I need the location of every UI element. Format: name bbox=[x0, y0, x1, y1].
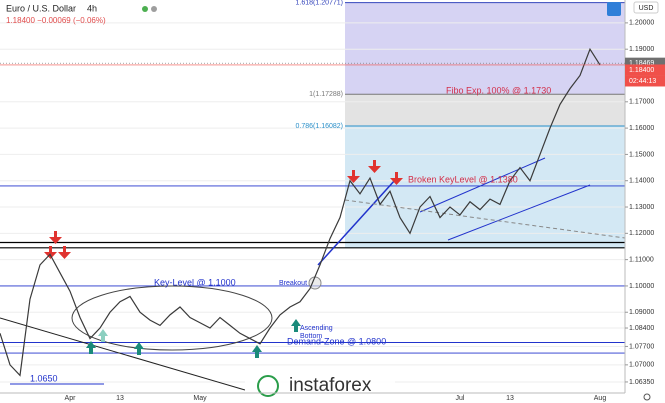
x-tick-label: 13 bbox=[506, 395, 514, 402]
unit-button[interactable] bbox=[633, 1, 659, 14]
arrow-down bbox=[347, 170, 360, 183]
arrow-up bbox=[86, 341, 96, 354]
annotation: Breakout bbox=[279, 280, 307, 287]
y-tick-label: 1.14000 bbox=[629, 178, 654, 185]
annotation: Key-Level @ 1.1000 bbox=[154, 277, 236, 287]
arrow-down bbox=[58, 246, 71, 259]
settings-icon[interactable] bbox=[643, 393, 651, 401]
annotation: 1.0650 bbox=[30, 373, 58, 383]
channel-line bbox=[419, 157, 546, 213]
trend-line bbox=[0, 317, 246, 391]
dashed-line bbox=[344, 199, 626, 239]
countdown-box bbox=[625, 75, 665, 87]
arrow-up bbox=[252, 345, 262, 358]
fib-zone bbox=[345, 94, 625, 126]
x-tick-label: May bbox=[193, 395, 207, 402]
price-label: 1.18400 bbox=[629, 67, 654, 74]
fib-zone bbox=[345, 125, 625, 248]
drawings bbox=[0, 157, 626, 391]
status-dot bbox=[151, 6, 157, 12]
quote: 1.18400 −0.00069 (−0.06%) bbox=[6, 16, 106, 25]
y-tick-label: 1.20000 bbox=[629, 20, 654, 27]
x-tick-label: 13 bbox=[116, 395, 124, 402]
countdown: 02:44:13 bbox=[629, 78, 656, 85]
arrows bbox=[44, 160, 403, 358]
y-tick-label: 1.16000 bbox=[629, 125, 654, 132]
axis-unit[interactable]: USD bbox=[639, 5, 654, 12]
arrow-up bbox=[98, 329, 108, 342]
x-tick-label: Apr bbox=[65, 395, 77, 402]
toolbar-button[interactable] bbox=[607, 2, 621, 16]
price-line bbox=[0, 47, 601, 377]
y-tick-label: 1.08400 bbox=[629, 325, 654, 332]
interval: 4h bbox=[87, 3, 97, 13]
trend-line bbox=[317, 179, 396, 266]
logo: instaforex bbox=[289, 375, 372, 396]
status-dot bbox=[142, 6, 148, 12]
arrow-down bbox=[390, 172, 403, 185]
arrow-up bbox=[291, 319, 301, 332]
price-box bbox=[625, 64, 665, 76]
price-box bbox=[625, 57, 665, 69]
x-tick-label: Aug bbox=[594, 395, 607, 402]
arrow-down bbox=[49, 231, 62, 244]
y-tick-label: 1.17000 bbox=[629, 99, 654, 106]
y-tick-label: 1.11000 bbox=[629, 256, 654, 263]
arrow-down bbox=[44, 246, 57, 259]
range-ellipse bbox=[71, 285, 273, 351]
symbol-title: Euro / U.S. Dollar bbox=[6, 3, 76, 13]
annotation: Ascending Bottom bbox=[300, 325, 333, 340]
fib-zone bbox=[345, 2, 625, 95]
annotation: Fibo Exp. 100% @ 1.1730 bbox=[446, 85, 551, 95]
y-tick-label: 1.15000 bbox=[629, 151, 654, 158]
arrow-up bbox=[134, 342, 144, 355]
y-tick-label: 1.10000 bbox=[629, 283, 654, 290]
y-tick-label: 1.19000 bbox=[629, 46, 654, 53]
fib-label: 1(1.17288) bbox=[309, 91, 343, 98]
y-tick-label: 1.13000 bbox=[629, 204, 654, 211]
x-tick-label: Jul bbox=[456, 395, 465, 402]
arrow-down bbox=[368, 160, 381, 173]
y-tick-label: 1.07700 bbox=[629, 343, 654, 350]
price-label: 1.18469 bbox=[629, 60, 654, 67]
channel-line bbox=[447, 184, 591, 241]
y-tick-label: 1.09000 bbox=[629, 309, 654, 316]
fib-label: 1.618(1.20771) bbox=[296, 0, 343, 6]
fib-label: 0.786(1.16082) bbox=[296, 123, 343, 130]
logo-icon bbox=[257, 375, 279, 397]
annotation: Demand-Zone @ 1.0800 bbox=[287, 336, 386, 346]
y-tick-label: 1.12000 bbox=[629, 230, 654, 237]
annotation: Broken KeyLevel @ 1.1380 bbox=[408, 174, 518, 184]
y-tick-label: 1.06350 bbox=[629, 379, 654, 386]
y-tick-label: 1.07000 bbox=[629, 362, 654, 369]
